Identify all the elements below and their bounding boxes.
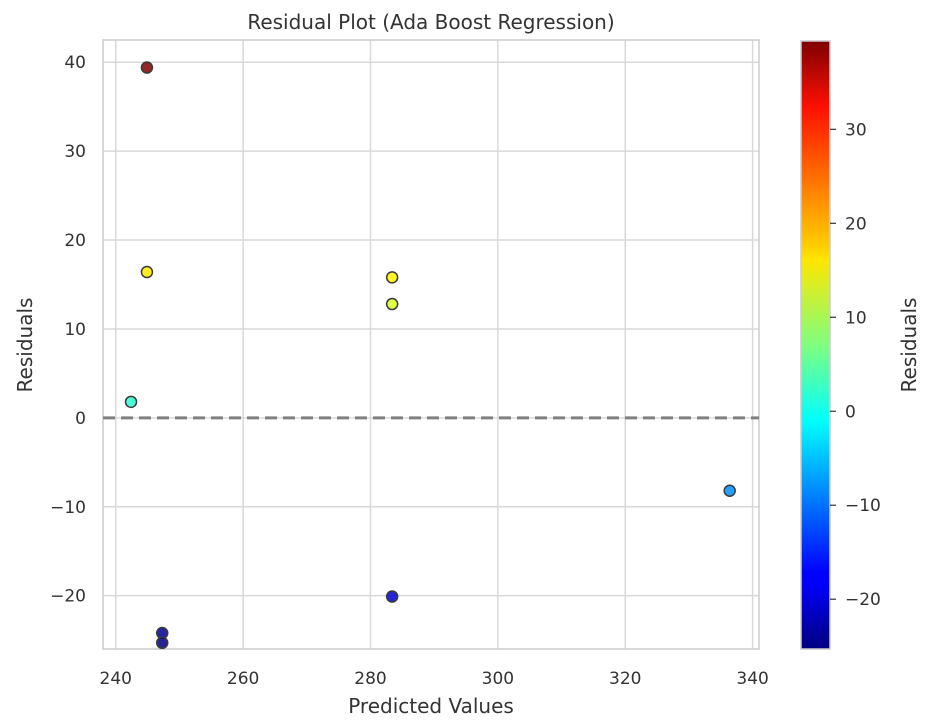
data-point	[155, 636, 169, 650]
colorbar-tick-label: −10	[845, 496, 881, 516]
x-tick-label: 340	[736, 669, 768, 689]
data-point	[385, 271, 399, 284]
chart-title: Residual Plot (Ada Boost Regression)	[247, 10, 614, 34]
data-point	[140, 265, 154, 279]
y-tick-label: 30	[64, 142, 86, 162]
colorbar	[800, 40, 831, 650]
data-point	[723, 484, 736, 497]
colorbar-tick-label: 30	[845, 120, 867, 140]
y-tick-label: −20	[50, 587, 86, 607]
colorbar-tick-label: 0	[845, 402, 856, 422]
x-tick-label: 320	[609, 669, 641, 689]
y-tick-label: 10	[64, 320, 86, 340]
data-point	[124, 395, 138, 409]
y-tick-label: 0	[75, 409, 86, 429]
x-axis-label: Predicted Values	[348, 694, 514, 718]
x-tick-label: 280	[354, 669, 386, 689]
plot-frame	[102, 39, 760, 650]
y-tick-label: 20	[64, 231, 86, 251]
colorbar-tick-label: 20	[845, 214, 867, 234]
x-tick-label: 260	[227, 669, 259, 689]
x-tick-labels: 240 260 280 300 320 340	[100, 669, 769, 689]
colorbar-tick-label: −20	[845, 590, 881, 610]
y-tick-label: 40	[64, 53, 86, 73]
data-points	[124, 61, 736, 650]
y-tick-label: −10	[50, 498, 86, 518]
data-point	[385, 297, 399, 311]
data-point	[385, 590, 399, 603]
x-tick-label: 300	[482, 669, 514, 689]
grid-lines	[103, 40, 759, 649]
data-point	[140, 61, 154, 74]
x-tick-label: 240	[100, 669, 132, 689]
y-tick-labels: 40 30 20 10 0 −10 −20	[50, 53, 86, 606]
colorbar-tick-label: 10	[845, 308, 867, 328]
colorbar-label: Residuals	[897, 298, 921, 393]
colorbar-tick-labels: 30 20 10 0 −10 −20	[830, 120, 881, 610]
y-axis-label: Residuals	[13, 298, 37, 393]
